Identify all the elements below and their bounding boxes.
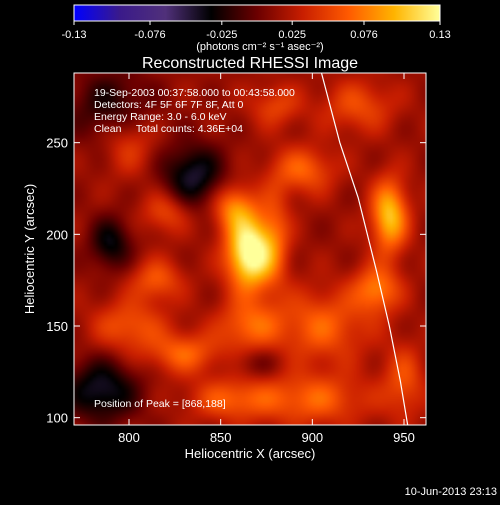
x-axis-ticks: 800 850 900 950 [118, 73, 415, 445]
y-tick-label: 100 [46, 411, 68, 426]
plot-frame [73, 72, 427, 426]
footer-date: 10-Jun-2013 23:13 [405, 486, 497, 498]
x-tick-label: 950 [393, 430, 415, 445]
annotation-time-range: 19-Sep-2003 00:37:58.000 to 00:43:58.000 [94, 87, 295, 99]
chart-title: Reconstructed RHESSI Image [142, 55, 358, 72]
y-axis-ticks: 100 150 200 250 [46, 136, 426, 426]
heatmap-image [74, 73, 426, 425]
peak-position-label: Position of Peak = [868,188] [94, 398, 226, 410]
colorbar-tick-label: -0.13 [61, 29, 86, 41]
colorbar-tick-label: 0.025 [278, 29, 306, 41]
x-tick-label: 900 [301, 430, 323, 445]
solar-limb-curve [320, 73, 409, 425]
annotation-detectors: Detectors: 4F 5F 6F 7F 8F, Att 0 [94, 99, 244, 111]
y-axis-label: Heliocentric Y (arcsec) [22, 184, 37, 314]
colorbar-tick-label: -0.076 [134, 29, 165, 41]
y-tick-label: 200 [46, 227, 68, 242]
colorbar-tick-label: -0.025 [206, 29, 237, 41]
colorbar-tick-label: 0.13 [429, 29, 450, 41]
x-axis-label: Heliocentric X (arcsec) [185, 446, 316, 461]
colorbar-ticks: -0.13 -0.076 -0.025 0.025 0.076 0.13 [61, 21, 451, 41]
x-tick-label: 850 [210, 430, 232, 445]
colorbar [73, 4, 441, 22]
y-tick-label: 250 [46, 136, 68, 151]
annotation-block: 19-Sep-2003 00:37:58.000 to 00:43:58.000… [94, 87, 295, 135]
y-tick-label: 150 [46, 319, 68, 334]
annotation-energy-range: Energy Range: 3.0 - 6.0 keV [94, 111, 227, 123]
annotation-clean-counts: Clean Total counts: 4.36E+04 [94, 123, 243, 135]
colorbar-tick-label: 0.076 [350, 29, 378, 41]
colorbar-unit-label: (photons cm⁻² s⁻¹ asec⁻²) [196, 41, 323, 53]
x-tick-label: 800 [118, 430, 140, 445]
